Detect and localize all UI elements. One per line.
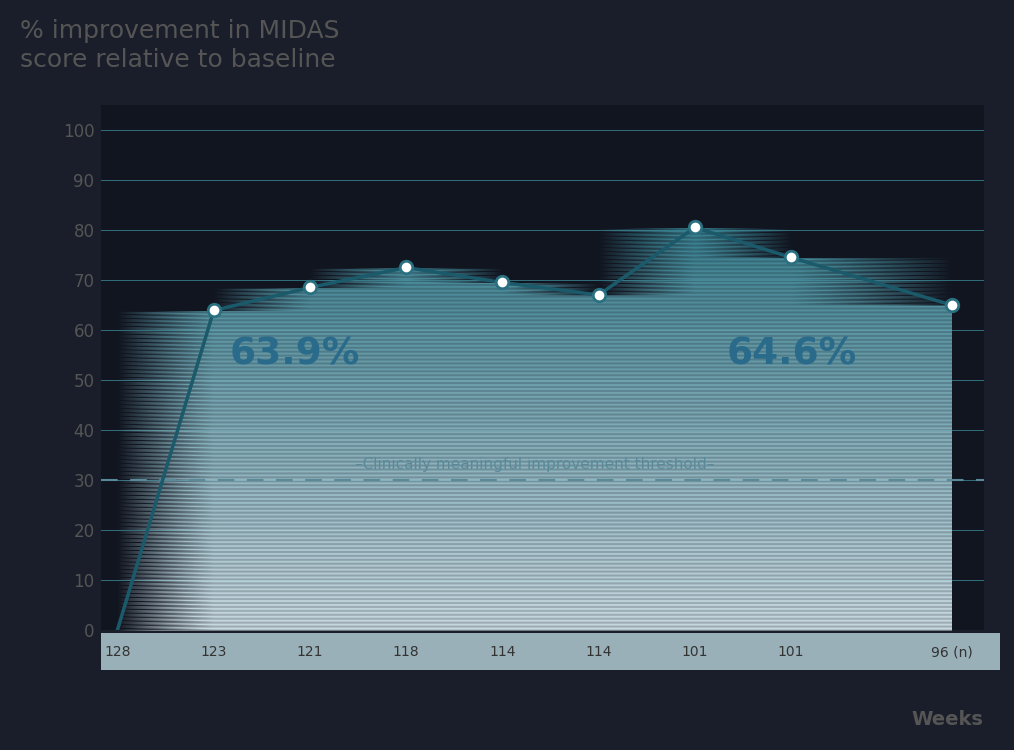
Text: 118: 118 <box>392 646 420 659</box>
Text: 96 (n): 96 (n) <box>931 646 972 659</box>
Text: 64.6%: 64.6% <box>727 337 857 373</box>
Text: 114: 114 <box>489 646 516 659</box>
Text: 63.9%: 63.9% <box>230 337 360 373</box>
Text: 101: 101 <box>681 646 708 659</box>
Text: 114: 114 <box>585 646 611 659</box>
Text: 101: 101 <box>778 646 804 659</box>
Text: Weeks: Weeks <box>912 710 984 729</box>
Text: % improvement in MIDAS
score relative to baseline: % improvement in MIDAS score relative to… <box>20 19 340 73</box>
Text: 123: 123 <box>201 646 227 659</box>
Text: –Clinically meaningful improvement threshold–: –Clinically meaningful improvement thres… <box>355 458 714 472</box>
Text: 121: 121 <box>297 646 323 659</box>
Text: 128: 128 <box>104 646 131 659</box>
Bar <box>101 632 1000 670</box>
